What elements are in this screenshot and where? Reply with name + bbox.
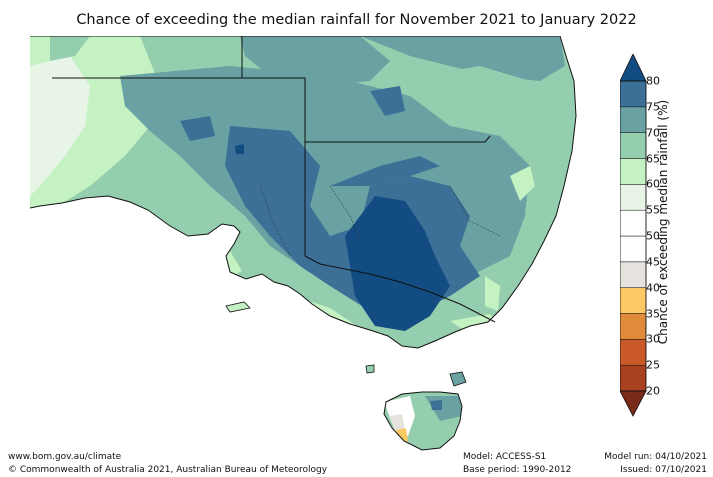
colorbar-band-20-25 <box>620 364 647 392</box>
footer-base-period: Base period: 1990-2012 <box>463 465 572 475</box>
colorbar-tick-label: 75 <box>646 100 660 114</box>
footer-model: Model: ACCESS-S1 <box>463 452 547 462</box>
colorbar <box>620 54 647 417</box>
colorbar-band-25-30 <box>620 339 647 366</box>
colorbar-tick-label: 50 <box>646 229 660 243</box>
colorbar-over-arrow <box>620 54 647 82</box>
map-title: Chance of exceeding the median rainfall … <box>76 12 637 28</box>
colorbar-tick-label: 65 <box>646 152 660 165</box>
rainfall-probability-map <box>30 36 577 451</box>
king-island <box>365 364 375 374</box>
colorbar-tick-label: 40 <box>646 281 660 295</box>
tasmania-probability-field <box>384 392 462 450</box>
colorbar-band-40-45 <box>620 261 647 288</box>
footer-model-run: Model run: 04/10/2021 <box>604 452 707 462</box>
colorbar-band-30-35 <box>620 313 647 340</box>
colorbar-label: Chance of exceeding median rainfall (%) <box>656 99 670 345</box>
colorbar-tick-label: 20 <box>646 384 660 398</box>
colorbar-tick-label: 35 <box>646 307 660 320</box>
colorbar-tick-label: 55 <box>646 203 660 217</box>
colorbar-tick-label: 25 <box>646 358 660 372</box>
colorbar-tick-label: 70 <box>646 126 660 140</box>
colorbar-under-arrow <box>620 390 647 417</box>
colorbar-band-60-65 <box>620 158 647 185</box>
colorbar-tick-label: 45 <box>646 255 660 269</box>
state-borders <box>52 36 496 323</box>
mainland-probability-field <box>30 36 576 348</box>
kangaroo-island <box>225 301 251 313</box>
colorbar-band-65-70 <box>620 132 647 159</box>
footer-issued: Issued: 07/10/2021 <box>620 465 707 475</box>
region-boundaries <box>259 185 501 257</box>
flinders-island <box>449 371 467 387</box>
colorbar-band-45-50 <box>620 235 647 263</box>
colorbar-band-50-55 <box>620 209 647 237</box>
colorbar-band-55-60 <box>620 184 647 211</box>
colorbar-tick-label: 80 <box>646 74 660 88</box>
colorbar-tick-label: 30 <box>646 332 660 346</box>
footer-website[interactable]: www.bom.gov.au/climate <box>8 452 122 462</box>
colorbar-band-35-40 <box>620 287 647 314</box>
colorbar-tick-label: 60 <box>646 177 660 191</box>
colorbar-band-75-80 <box>620 80 647 108</box>
footer-copyright: © Commonwealth of Australia 2021, Austra… <box>8 465 328 475</box>
colorbar-band-70-75 <box>620 106 647 133</box>
coastline <box>30 36 577 349</box>
